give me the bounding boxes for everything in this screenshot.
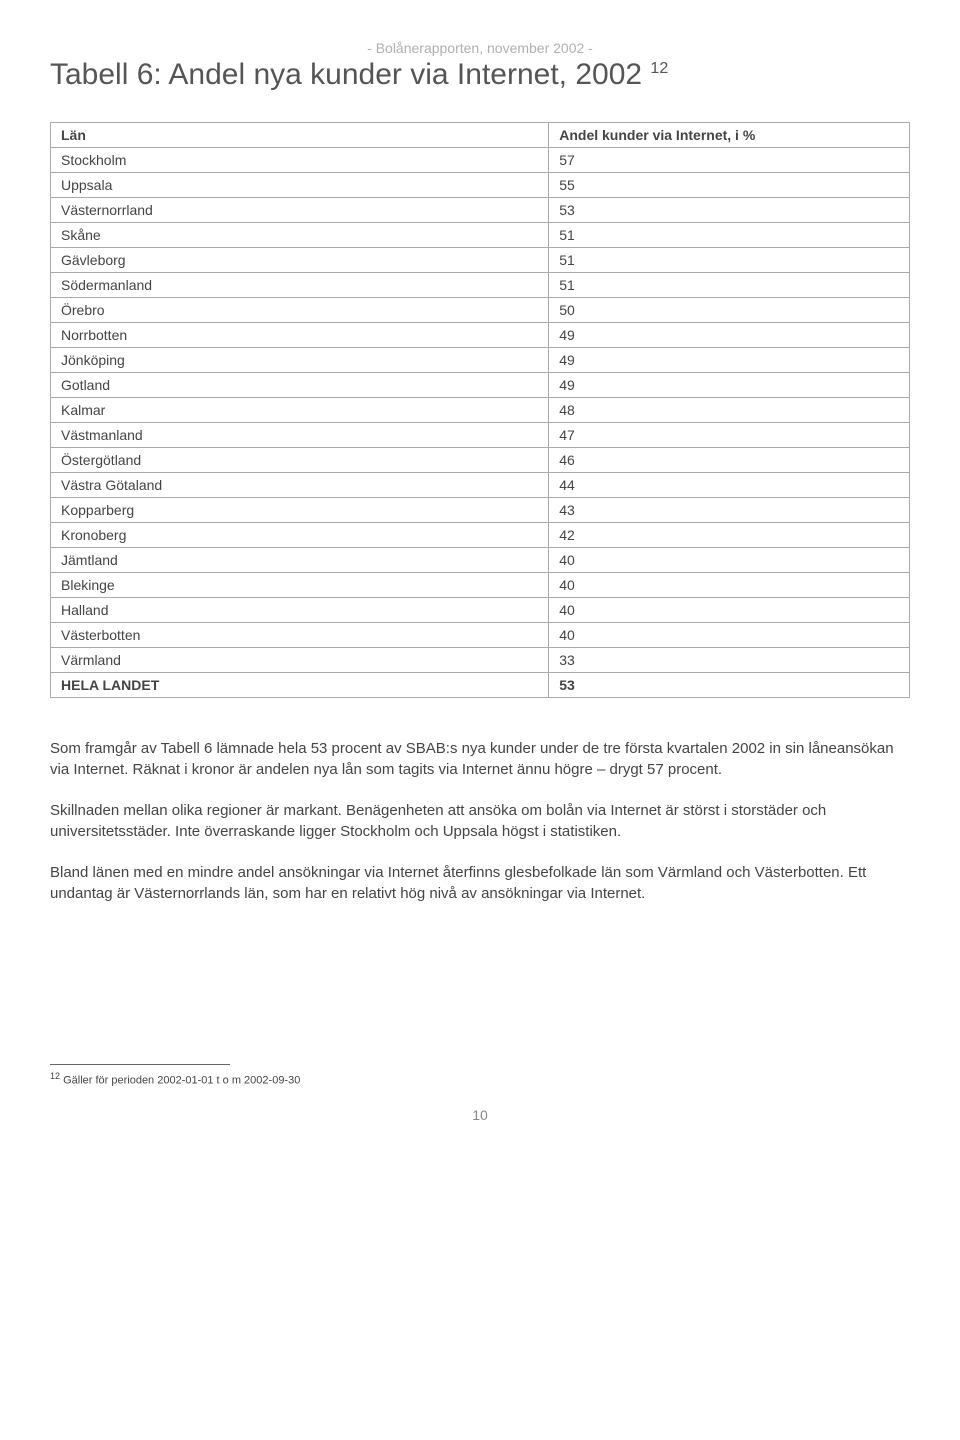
row-value: 43 [549, 498, 910, 523]
table-total-row: HELA LANDET53 [51, 673, 910, 698]
table-row: Jönköping49 [51, 348, 910, 373]
row-label: Västernorrland [51, 198, 549, 223]
row-label: Jämtland [51, 548, 549, 573]
row-label: Blekinge [51, 573, 549, 598]
table-header-row: Län Andel kunder via Internet, i % [51, 123, 910, 148]
page-number: 10 [50, 1107, 910, 1123]
row-label: Värmland [51, 648, 549, 673]
row-value: 51 [549, 273, 910, 298]
row-value: 40 [549, 573, 910, 598]
table-row: Västerbotten40 [51, 623, 910, 648]
row-label: Gotland [51, 373, 549, 398]
row-value: 49 [549, 323, 910, 348]
row-label: Skåne [51, 223, 549, 248]
table-row: Kronoberg42 [51, 523, 910, 548]
row-label: Kalmar [51, 398, 549, 423]
header-subtitle: - Bolånerapporten, november 2002 - [50, 40, 910, 56]
row-value: 40 [549, 623, 910, 648]
row-label: Kronoberg [51, 523, 549, 548]
table-row: Skåne51 [51, 223, 910, 248]
row-value: 49 [549, 348, 910, 373]
table-row: Värmland33 [51, 648, 910, 673]
row-value: 46 [549, 448, 910, 473]
row-label: Kopparberg [51, 498, 549, 523]
table-row: Västmanland47 [51, 423, 910, 448]
title-superscript: 12 [650, 60, 668, 77]
table-row: Västra Götaland44 [51, 473, 910, 498]
row-value: 53 [549, 198, 910, 223]
row-value: 48 [549, 398, 910, 423]
col2-header: Andel kunder via Internet, i % [549, 123, 910, 148]
row-label: Örebro [51, 298, 549, 323]
footnote-sup: 12 [50, 1071, 60, 1081]
row-label: Södermanland [51, 273, 549, 298]
col1-header: Län [51, 123, 549, 148]
page-title: Tabell 6: Andel nya kunder via Internet,… [50, 58, 910, 92]
row-label: Gävleborg [51, 248, 549, 273]
total-value: 53 [549, 673, 910, 698]
table-row: Kopparberg43 [51, 498, 910, 523]
row-value: 40 [549, 548, 910, 573]
data-table: Län Andel kunder via Internet, i % Stock… [50, 122, 910, 698]
paragraph-3: Bland länen med en mindre andel ansöknin… [50, 862, 910, 904]
row-label: Västra Götaland [51, 473, 549, 498]
table-row: Stockholm57 [51, 148, 910, 173]
table-row: Blekinge40 [51, 573, 910, 598]
row-value: 40 [549, 598, 910, 623]
table-row: Jämtland40 [51, 548, 910, 573]
row-value: 49 [549, 373, 910, 398]
table-row: Kalmar48 [51, 398, 910, 423]
row-value: 55 [549, 173, 910, 198]
footnote-rule [50, 1064, 230, 1065]
table-row: Gävleborg51 [51, 248, 910, 273]
row-label: Östergötland [51, 448, 549, 473]
row-label: Västmanland [51, 423, 549, 448]
row-value: 44 [549, 473, 910, 498]
row-value: 57 [549, 148, 910, 173]
row-label: Halland [51, 598, 549, 623]
table-row: Västernorrland53 [51, 198, 910, 223]
row-value: 33 [549, 648, 910, 673]
footnote: 12 Gäller för perioden 2002-01-01 t o m … [50, 1071, 910, 1087]
row-label: Stockholm [51, 148, 549, 173]
row-label: Uppsala [51, 173, 549, 198]
table-row: Halland40 [51, 598, 910, 623]
title-text: Tabell 6: Andel nya kunder via Internet,… [50, 58, 642, 91]
total-label: HELA LANDET [51, 673, 549, 698]
table-row: Östergötland46 [51, 448, 910, 473]
table-row: Södermanland51 [51, 273, 910, 298]
table-row: Örebro50 [51, 298, 910, 323]
row-label: Västerbotten [51, 623, 549, 648]
row-value: 51 [549, 223, 910, 248]
table-row: Uppsala55 [51, 173, 910, 198]
footnote-text: Gäller för perioden 2002-01-01 t o m 200… [60, 1075, 300, 1087]
row-label: Norrbotten [51, 323, 549, 348]
row-value: 42 [549, 523, 910, 548]
row-value: 51 [549, 248, 910, 273]
row-value: 50 [549, 298, 910, 323]
paragraph-1: Som framgår av Tabell 6 lämnade hela 53 … [50, 738, 910, 780]
row-label: Jönköping [51, 348, 549, 373]
paragraph-2: Skillnaden mellan olika regioner är mark… [50, 800, 910, 842]
table-row: Gotland49 [51, 373, 910, 398]
row-value: 47 [549, 423, 910, 448]
table-row: Norrbotten49 [51, 323, 910, 348]
